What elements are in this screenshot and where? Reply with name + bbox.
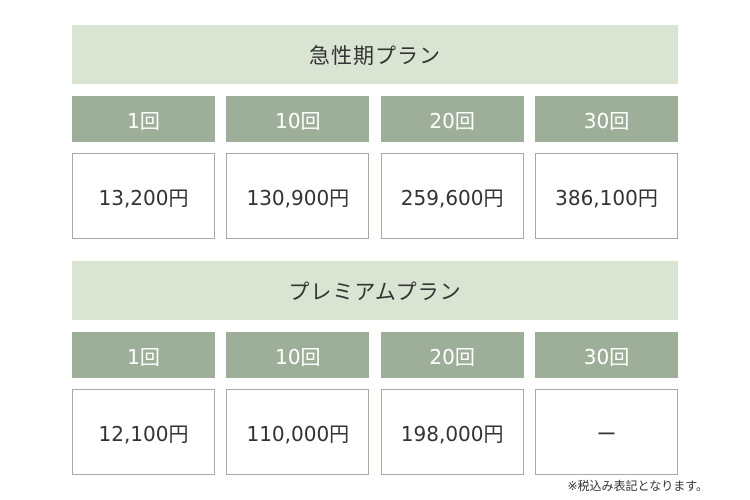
count-cell-10: 10回 [226,332,370,378]
price-cell-30: ー [534,389,678,475]
count-cell-1: 1回 [72,332,215,378]
count-cell-30: 30回 [534,332,678,378]
price-row-premium: 12,100円 110,000円 198,000円 ー [72,389,678,475]
count-cell-10: 10回 [226,96,370,142]
count-row-acute: 1回 10回 20回 30回 [72,96,678,142]
price-cell-1: 12,100円 [72,389,215,475]
price-cell-1: 13,200円 [72,153,215,239]
price-cell-20: 259,600円 [380,153,524,239]
count-cell-30: 30回 [534,96,678,142]
plan-title-acute: 急性期プラン [72,25,678,84]
count-row-premium: 1回 10回 20回 30回 [72,332,678,378]
price-cell-10: 110,000円 [226,389,370,475]
count-cell-1: 1回 [72,96,215,142]
count-cell-20: 20回 [380,332,524,378]
price-cell-20: 198,000円 [380,389,524,475]
price-row-acute: 13,200円 130,900円 259,600円 386,100円 [72,153,678,239]
tax-note: ※税込み表記となります。 [567,479,709,493]
count-cell-20: 20回 [380,96,524,142]
plan-title-premium: プレミアムプラン [72,261,678,320]
price-cell-10: 130,900円 [226,153,370,239]
price-cell-30: 386,100円 [534,153,678,239]
